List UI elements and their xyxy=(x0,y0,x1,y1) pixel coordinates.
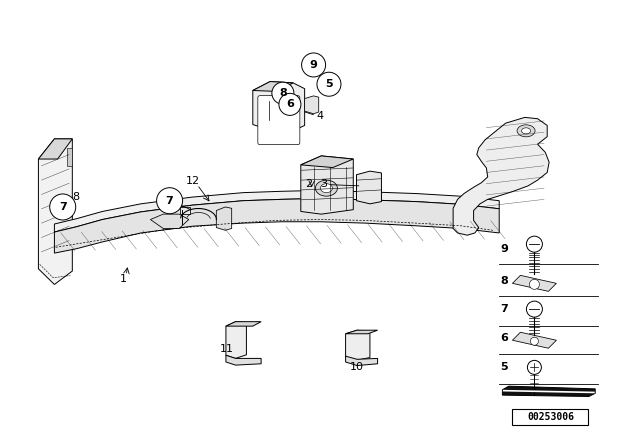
Ellipse shape xyxy=(316,180,337,196)
Polygon shape xyxy=(356,171,381,204)
Polygon shape xyxy=(513,332,556,348)
Text: 12: 12 xyxy=(186,177,200,186)
Polygon shape xyxy=(346,330,370,360)
Polygon shape xyxy=(346,356,378,366)
Ellipse shape xyxy=(517,125,535,137)
Polygon shape xyxy=(502,386,595,396)
Polygon shape xyxy=(301,156,353,214)
Polygon shape xyxy=(54,190,499,232)
Polygon shape xyxy=(150,214,189,228)
FancyBboxPatch shape xyxy=(513,409,588,425)
Circle shape xyxy=(50,194,76,220)
Text: 2: 2 xyxy=(305,179,312,189)
Text: 4: 4 xyxy=(316,112,324,121)
Polygon shape xyxy=(38,139,72,284)
Text: 7: 7 xyxy=(166,196,173,206)
Circle shape xyxy=(531,337,538,345)
Ellipse shape xyxy=(522,128,531,134)
Text: 8: 8 xyxy=(72,192,79,202)
Text: 6: 6 xyxy=(500,333,508,343)
Polygon shape xyxy=(346,330,378,334)
Text: 5: 5 xyxy=(325,79,333,89)
Polygon shape xyxy=(301,156,353,168)
Text: 00253006: 00253006 xyxy=(527,412,574,422)
FancyBboxPatch shape xyxy=(258,96,300,145)
Circle shape xyxy=(279,93,301,116)
Polygon shape xyxy=(253,82,305,131)
Polygon shape xyxy=(54,198,499,253)
Circle shape xyxy=(529,280,540,289)
Text: 8: 8 xyxy=(500,276,508,286)
Polygon shape xyxy=(38,139,72,159)
Text: 1: 1 xyxy=(120,274,127,284)
Circle shape xyxy=(527,360,541,375)
Text: 6: 6 xyxy=(286,99,294,109)
Polygon shape xyxy=(216,207,232,230)
Text: 5: 5 xyxy=(500,362,508,372)
Polygon shape xyxy=(513,276,556,291)
Ellipse shape xyxy=(321,184,332,193)
Circle shape xyxy=(317,72,341,96)
Text: 10: 10 xyxy=(350,362,364,372)
Text: 9: 9 xyxy=(500,244,508,254)
Text: 9: 9 xyxy=(310,60,317,70)
Circle shape xyxy=(272,82,294,104)
Polygon shape xyxy=(226,355,261,365)
Circle shape xyxy=(301,53,326,77)
Text: 11: 11 xyxy=(220,345,234,354)
Polygon shape xyxy=(226,322,261,326)
Polygon shape xyxy=(453,117,549,235)
Text: 8: 8 xyxy=(279,88,287,98)
Text: 3: 3 xyxy=(321,179,327,189)
Polygon shape xyxy=(226,322,246,358)
Polygon shape xyxy=(67,148,72,166)
Circle shape xyxy=(526,236,543,252)
FancyBboxPatch shape xyxy=(180,207,191,214)
Polygon shape xyxy=(253,82,293,91)
Polygon shape xyxy=(305,96,319,114)
Text: 7: 7 xyxy=(500,304,508,314)
Circle shape xyxy=(157,188,182,214)
Circle shape xyxy=(526,301,543,317)
Text: 7: 7 xyxy=(59,202,67,212)
